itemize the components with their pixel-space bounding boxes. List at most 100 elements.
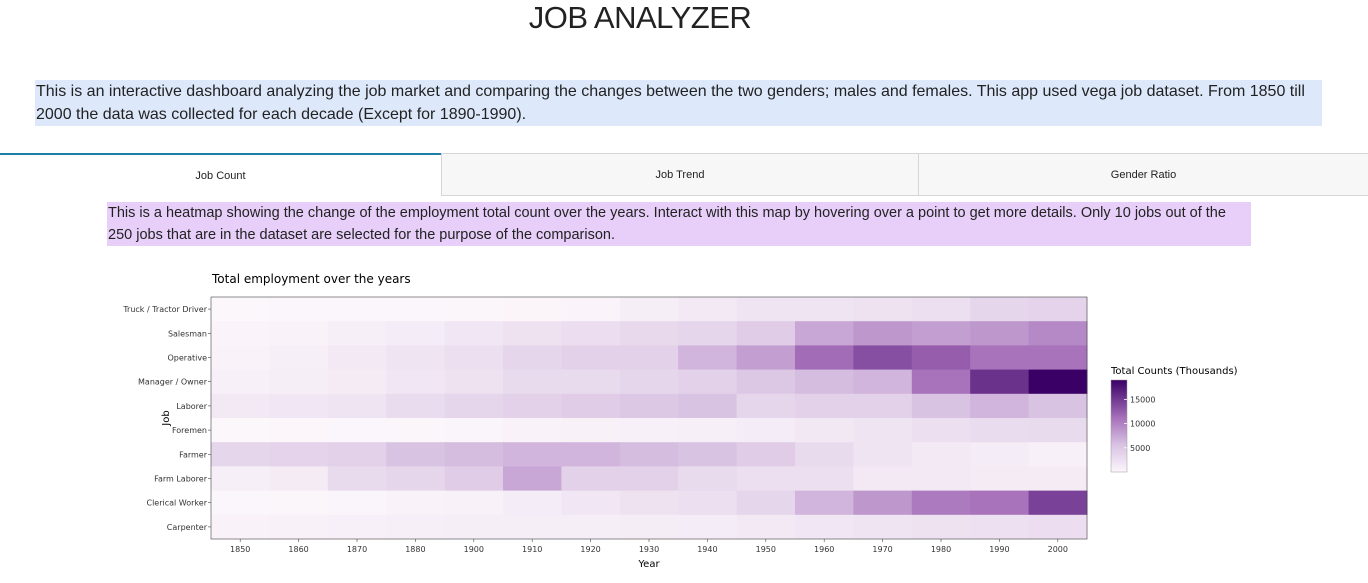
heatmap-cell[interactable] — [269, 369, 329, 395]
heatmap-cell[interactable] — [911, 442, 971, 467]
heatmap-cell[interactable] — [1028, 466, 1088, 492]
heatmap-cell[interactable] — [619, 514, 679, 540]
heatmap-cell[interactable] — [911, 369, 971, 395]
heatmap-cell[interactable] — [1028, 418, 1088, 443]
heatmap-cell[interactable] — [211, 345, 270, 371]
heatmap-cell[interactable] — [736, 490, 796, 516]
heatmap-cell[interactable] — [619, 418, 679, 443]
heatmap-cell[interactable] — [795, 297, 854, 322]
employment-heatmap[interactable]: Total employment over the years Truck / … — [0, 262, 1368, 583]
heatmap-cell[interactable] — [853, 418, 913, 443]
heatmap-cell[interactable] — [444, 514, 504, 540]
heatmap-cell[interactable] — [970, 418, 1030, 443]
heatmap-cell[interactable] — [561, 490, 621, 516]
heatmap-cell[interactable] — [327, 321, 387, 346]
heatmap-cell[interactable] — [327, 418, 387, 443]
heatmap-cell[interactable] — [503, 297, 562, 322]
heatmap-cell[interactable] — [386, 466, 446, 492]
heatmap-cell[interactable] — [678, 345, 738, 371]
heatmap-cell[interactable] — [327, 345, 387, 371]
heatmap-cell[interactable] — [211, 321, 270, 346]
heatmap-cell[interactable] — [211, 393, 270, 419]
heatmap-cell[interactable] — [503, 490, 562, 516]
heatmap-cell[interactable] — [619, 297, 679, 322]
heatmap-cell[interactable] — [561, 442, 621, 467]
heatmap-cell[interactable] — [561, 297, 621, 322]
heatmap-cell[interactable] — [678, 466, 738, 492]
heatmap-cell[interactable] — [853, 466, 913, 492]
heatmap-cell[interactable] — [327, 393, 387, 419]
heatmap-cell[interactable] — [211, 442, 270, 467]
heatmap-cell[interactable] — [269, 321, 329, 346]
heatmap-cell[interactable] — [444, 490, 504, 516]
heatmap-cell[interactable] — [619, 369, 679, 395]
heatmap-cell[interactable] — [795, 369, 854, 395]
heatmap-cell[interactable] — [561, 466, 621, 492]
heatmap-cell[interactable] — [970, 297, 1030, 322]
heatmap-cell[interactable] — [853, 297, 913, 322]
heatmap-cell[interactable] — [1028, 514, 1088, 540]
heatmap-cell[interactable] — [444, 297, 504, 322]
heatmap-cell[interactable] — [211, 297, 270, 322]
heatmap-cell[interactable] — [444, 466, 504, 492]
heatmap-cell[interactable] — [561, 321, 621, 346]
heatmap-cell[interactable] — [503, 369, 562, 395]
heatmap-cell[interactable] — [678, 369, 738, 395]
heatmap-cell[interactable] — [327, 442, 387, 467]
heatmap-cell[interactable] — [736, 466, 796, 492]
heatmap-cell[interactable] — [736, 297, 796, 322]
heatmap-cell[interactable] — [619, 321, 679, 346]
heatmap-cell[interactable] — [561, 418, 621, 443]
heatmap-cell[interactable] — [327, 490, 387, 516]
heatmap-cell[interactable] — [970, 345, 1030, 371]
heatmap-cell[interactable] — [678, 490, 738, 516]
heatmap-cell[interactable] — [269, 297, 329, 322]
heatmap-cell[interactable] — [327, 369, 387, 395]
heatmap-cell[interactable] — [911, 345, 971, 371]
heatmap-cell[interactable] — [269, 466, 329, 492]
heatmap-cell[interactable] — [269, 418, 329, 443]
heatmap-cell[interactable] — [853, 345, 913, 371]
heatmap-cell[interactable] — [561, 369, 621, 395]
heatmap-cell[interactable] — [678, 514, 738, 540]
heatmap-cell[interactable] — [386, 345, 446, 371]
heatmap-cell[interactable] — [911, 466, 971, 492]
heatmap-cell[interactable] — [736, 369, 796, 395]
heatmap-cell[interactable] — [970, 490, 1030, 516]
heatmap-cell[interactable] — [386, 321, 446, 346]
heatmap-cell[interactable] — [911, 490, 971, 516]
heatmap-cell[interactable] — [795, 393, 854, 419]
heatmap-cell[interactable] — [970, 369, 1030, 395]
heatmap-cell[interactable] — [853, 442, 913, 467]
heatmap-cell[interactable] — [795, 466, 854, 492]
heatmap-cell[interactable] — [269, 490, 329, 516]
heatmap-cell[interactable] — [619, 466, 679, 492]
heatmap-cell[interactable] — [386, 442, 446, 467]
heatmap-cell[interactable] — [678, 393, 738, 419]
heatmap-cell[interactable] — [503, 345, 562, 371]
heatmap-cell[interactable] — [853, 490, 913, 516]
heatmap-cell[interactable] — [970, 466, 1030, 492]
heatmap-cell[interactable] — [736, 442, 796, 467]
heatmap-cell[interactable] — [970, 393, 1030, 419]
heatmap-cell[interactable] — [795, 418, 854, 443]
heatmap-cell[interactable] — [795, 442, 854, 467]
heatmap-cell[interactable] — [444, 418, 504, 443]
heatmap-cell[interactable] — [853, 369, 913, 395]
heatmap-cell[interactable] — [1028, 442, 1088, 467]
tab-job-trend[interactable]: Job Trend — [441, 153, 918, 196]
heatmap-cell[interactable] — [386, 393, 446, 419]
heatmap-cell[interactable] — [736, 345, 796, 371]
tab-job-count[interactable]: Job Count — [0, 153, 441, 196]
heatmap-cell[interactable] — [211, 490, 270, 516]
heatmap-cell[interactable] — [561, 345, 621, 371]
heatmap-cell[interactable] — [327, 514, 387, 540]
heatmap-cell[interactable] — [444, 369, 504, 395]
heatmap-cell[interactable] — [503, 466, 562, 492]
heatmap-cell[interactable] — [678, 297, 738, 322]
heatmap-cell[interactable] — [736, 393, 796, 419]
heatmap-cell[interactable] — [327, 297, 387, 322]
heatmap-cell[interactable] — [386, 369, 446, 395]
tab-gender-ratio[interactable]: Gender Ratio — [918, 153, 1368, 196]
heatmap-cell[interactable] — [619, 345, 679, 371]
